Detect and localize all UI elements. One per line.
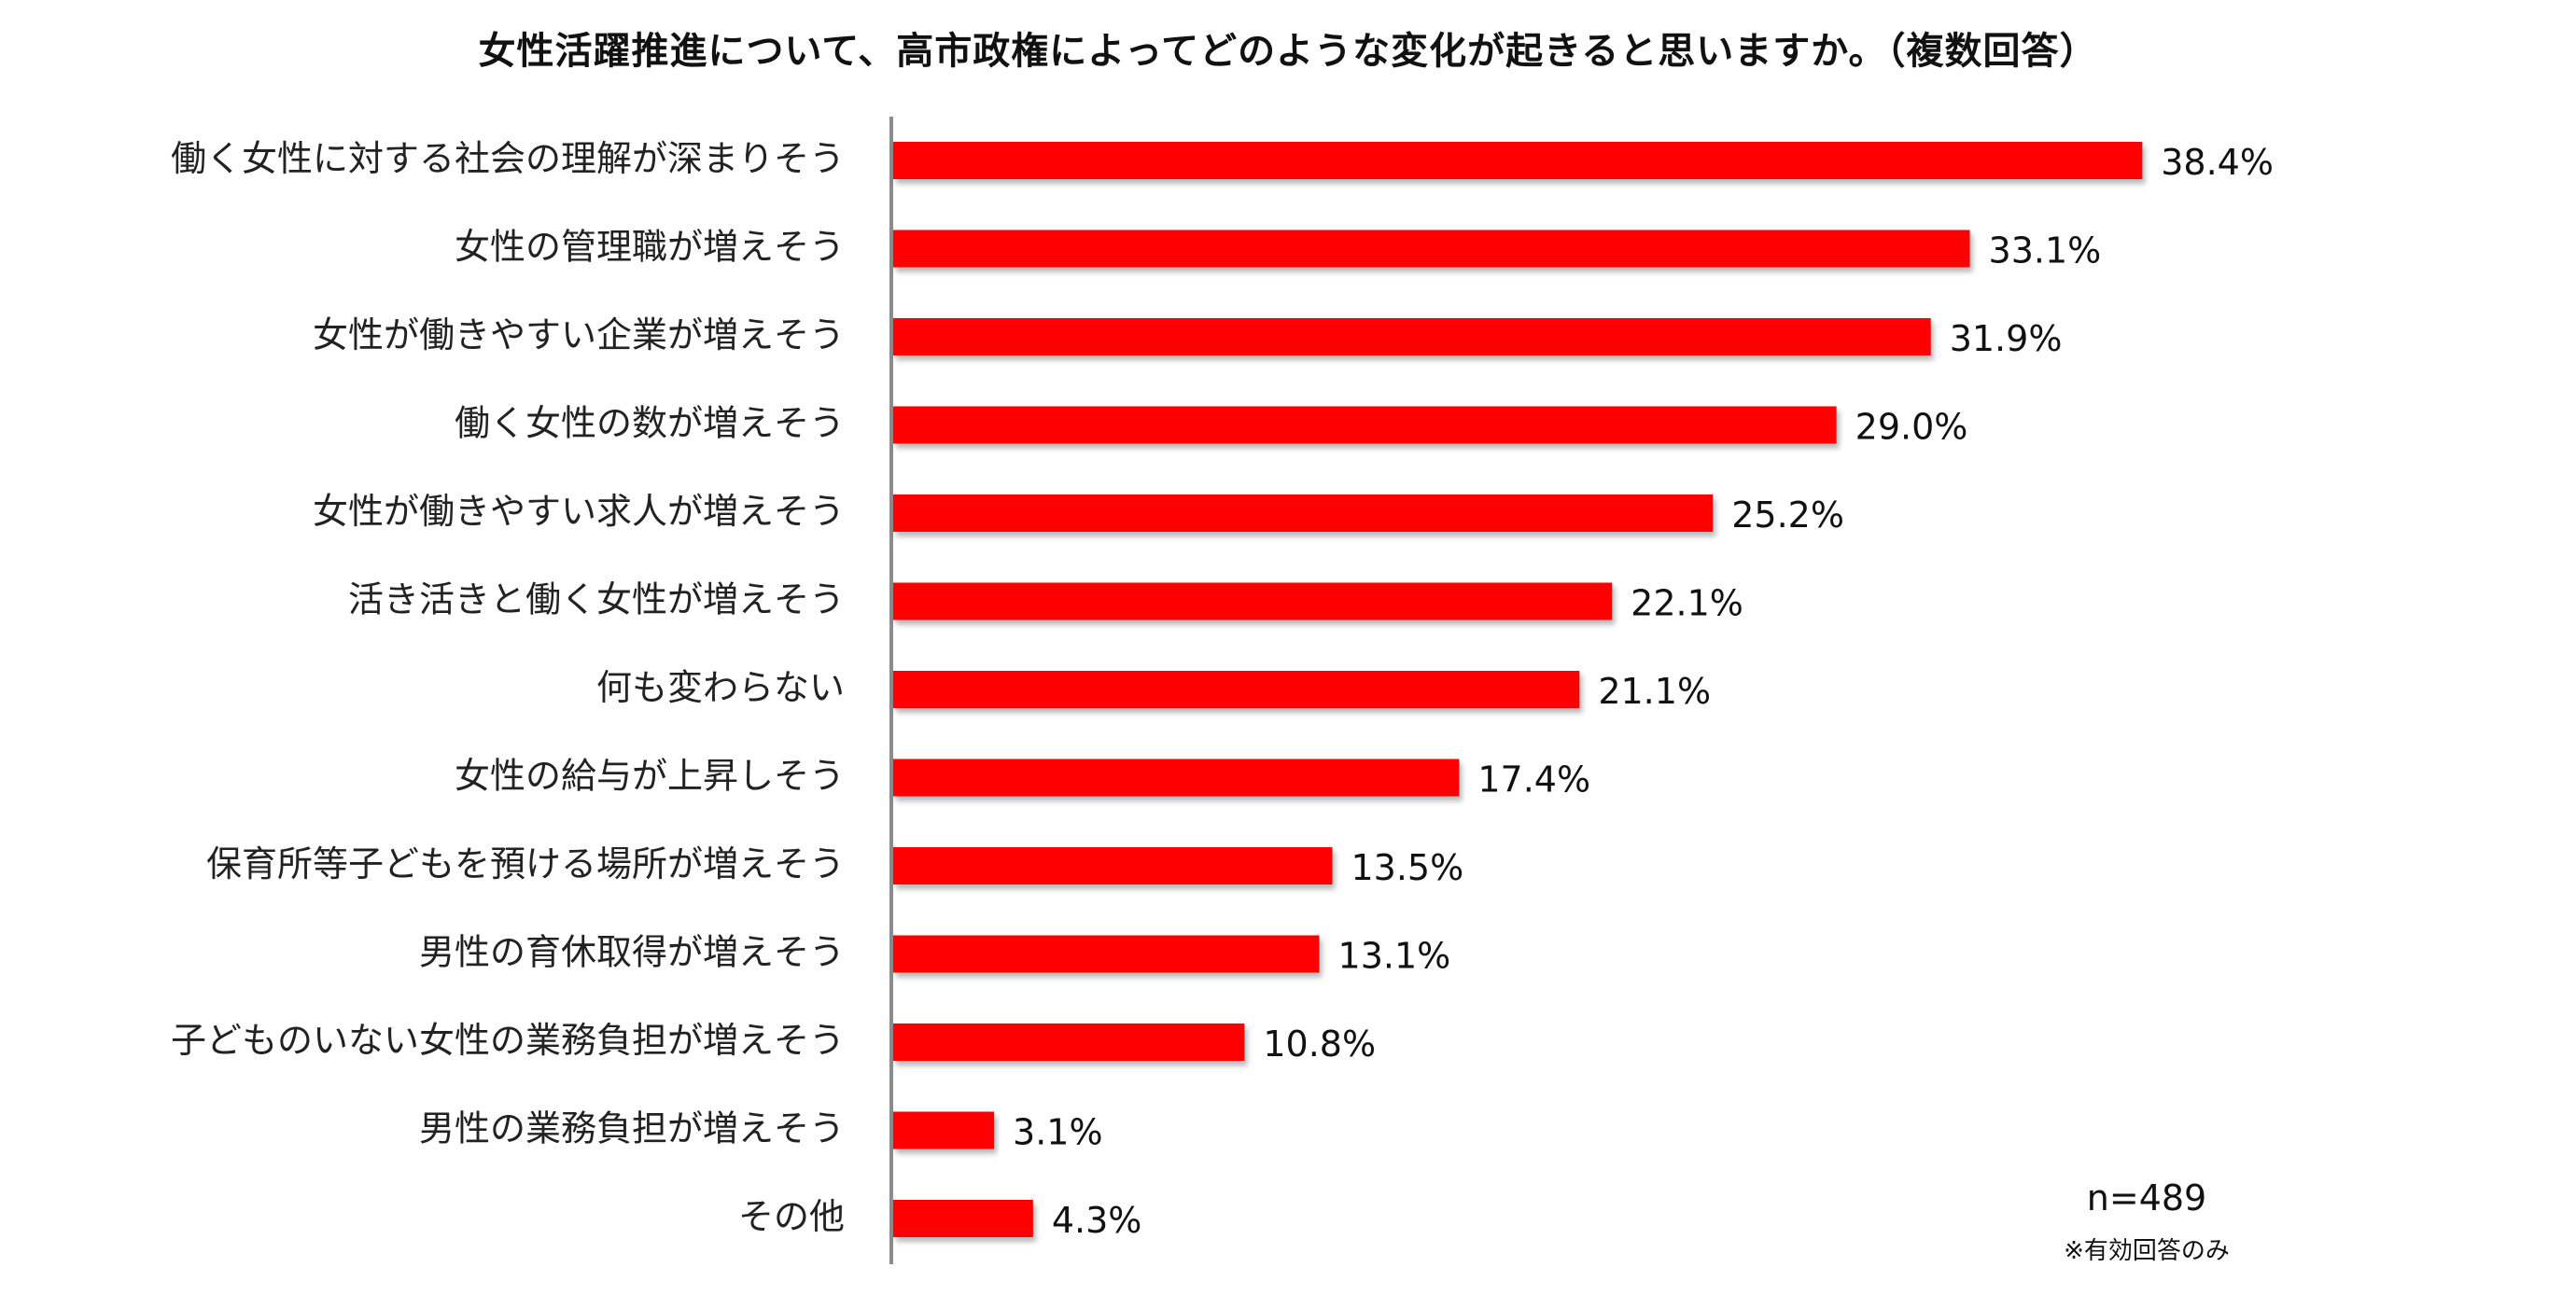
value-label: 4.3% [1052,1200,1142,1241]
category-label: 保育所等子どもを預ける場所が増えそう [206,843,845,884]
category-label: 何も変わらない [596,667,845,708]
value-label: 10.8% [1263,1023,1376,1065]
value-label: 25.2% [1731,494,1844,536]
bar [893,494,1714,532]
value-label: 3.1% [1013,1112,1103,1153]
bar [893,230,1970,268]
bars-group: 働く女性に対する社会の理解が深まりそう 38.4% 女性の管理職が増えそう 33.1%… [171,138,2274,1241]
category-label: 女性の給与が上昇しそう [455,756,845,797]
category-label: その他 [738,1196,845,1237]
category-label: 女性が働きやすい求人が増えそう [313,491,845,532]
value-label: 29.0% [1855,407,1968,448]
bar [893,318,1931,355]
bar [893,406,1837,444]
footnote: ※有効回答のみ [2064,1237,2230,1265]
value-label: 13.1% [1338,936,1451,977]
category-label: 活き活きと働く女性が増えそう [348,579,845,620]
value-label: 38.4% [2161,142,2274,183]
category-label: 働く女性に対する社会の理解が深まりそう [171,138,845,179]
value-label: 17.4% [1477,759,1590,801]
category-label: 子どものいない女性の業務負担が増えそう [171,1020,845,1061]
value-label: 22.1% [1631,583,1743,624]
bar [893,582,1613,620]
category-label: 女性が働きやすい企業が増えそう [313,314,845,355]
bar [893,671,1580,708]
category-label: 女性の管理職が増えそう [455,227,845,268]
bar [893,1200,1033,1237]
category-label: 働く女性の数が増えそう [455,403,845,444]
bar [893,142,2143,179]
bar [893,935,1320,973]
bar [893,759,1460,797]
category-label: 男性の業務負担が増えそう [419,1108,845,1149]
bar [893,1023,1245,1061]
bar [893,847,1333,884]
value-label: 21.1% [1598,671,1711,712]
value-label: 33.1% [1989,230,2102,272]
category-label: 男性の育休取得が増えそう [419,932,845,973]
value-label: 31.9% [1950,318,2063,359]
sample-size-label: n=489 [2086,1177,2207,1218]
chart-title: 女性活躍推進について、高市政権によってどのような変化が起きると思いますか。（複数… [478,30,2098,73]
bar [893,1111,995,1149]
value-label: 13.5% [1351,847,1463,888]
